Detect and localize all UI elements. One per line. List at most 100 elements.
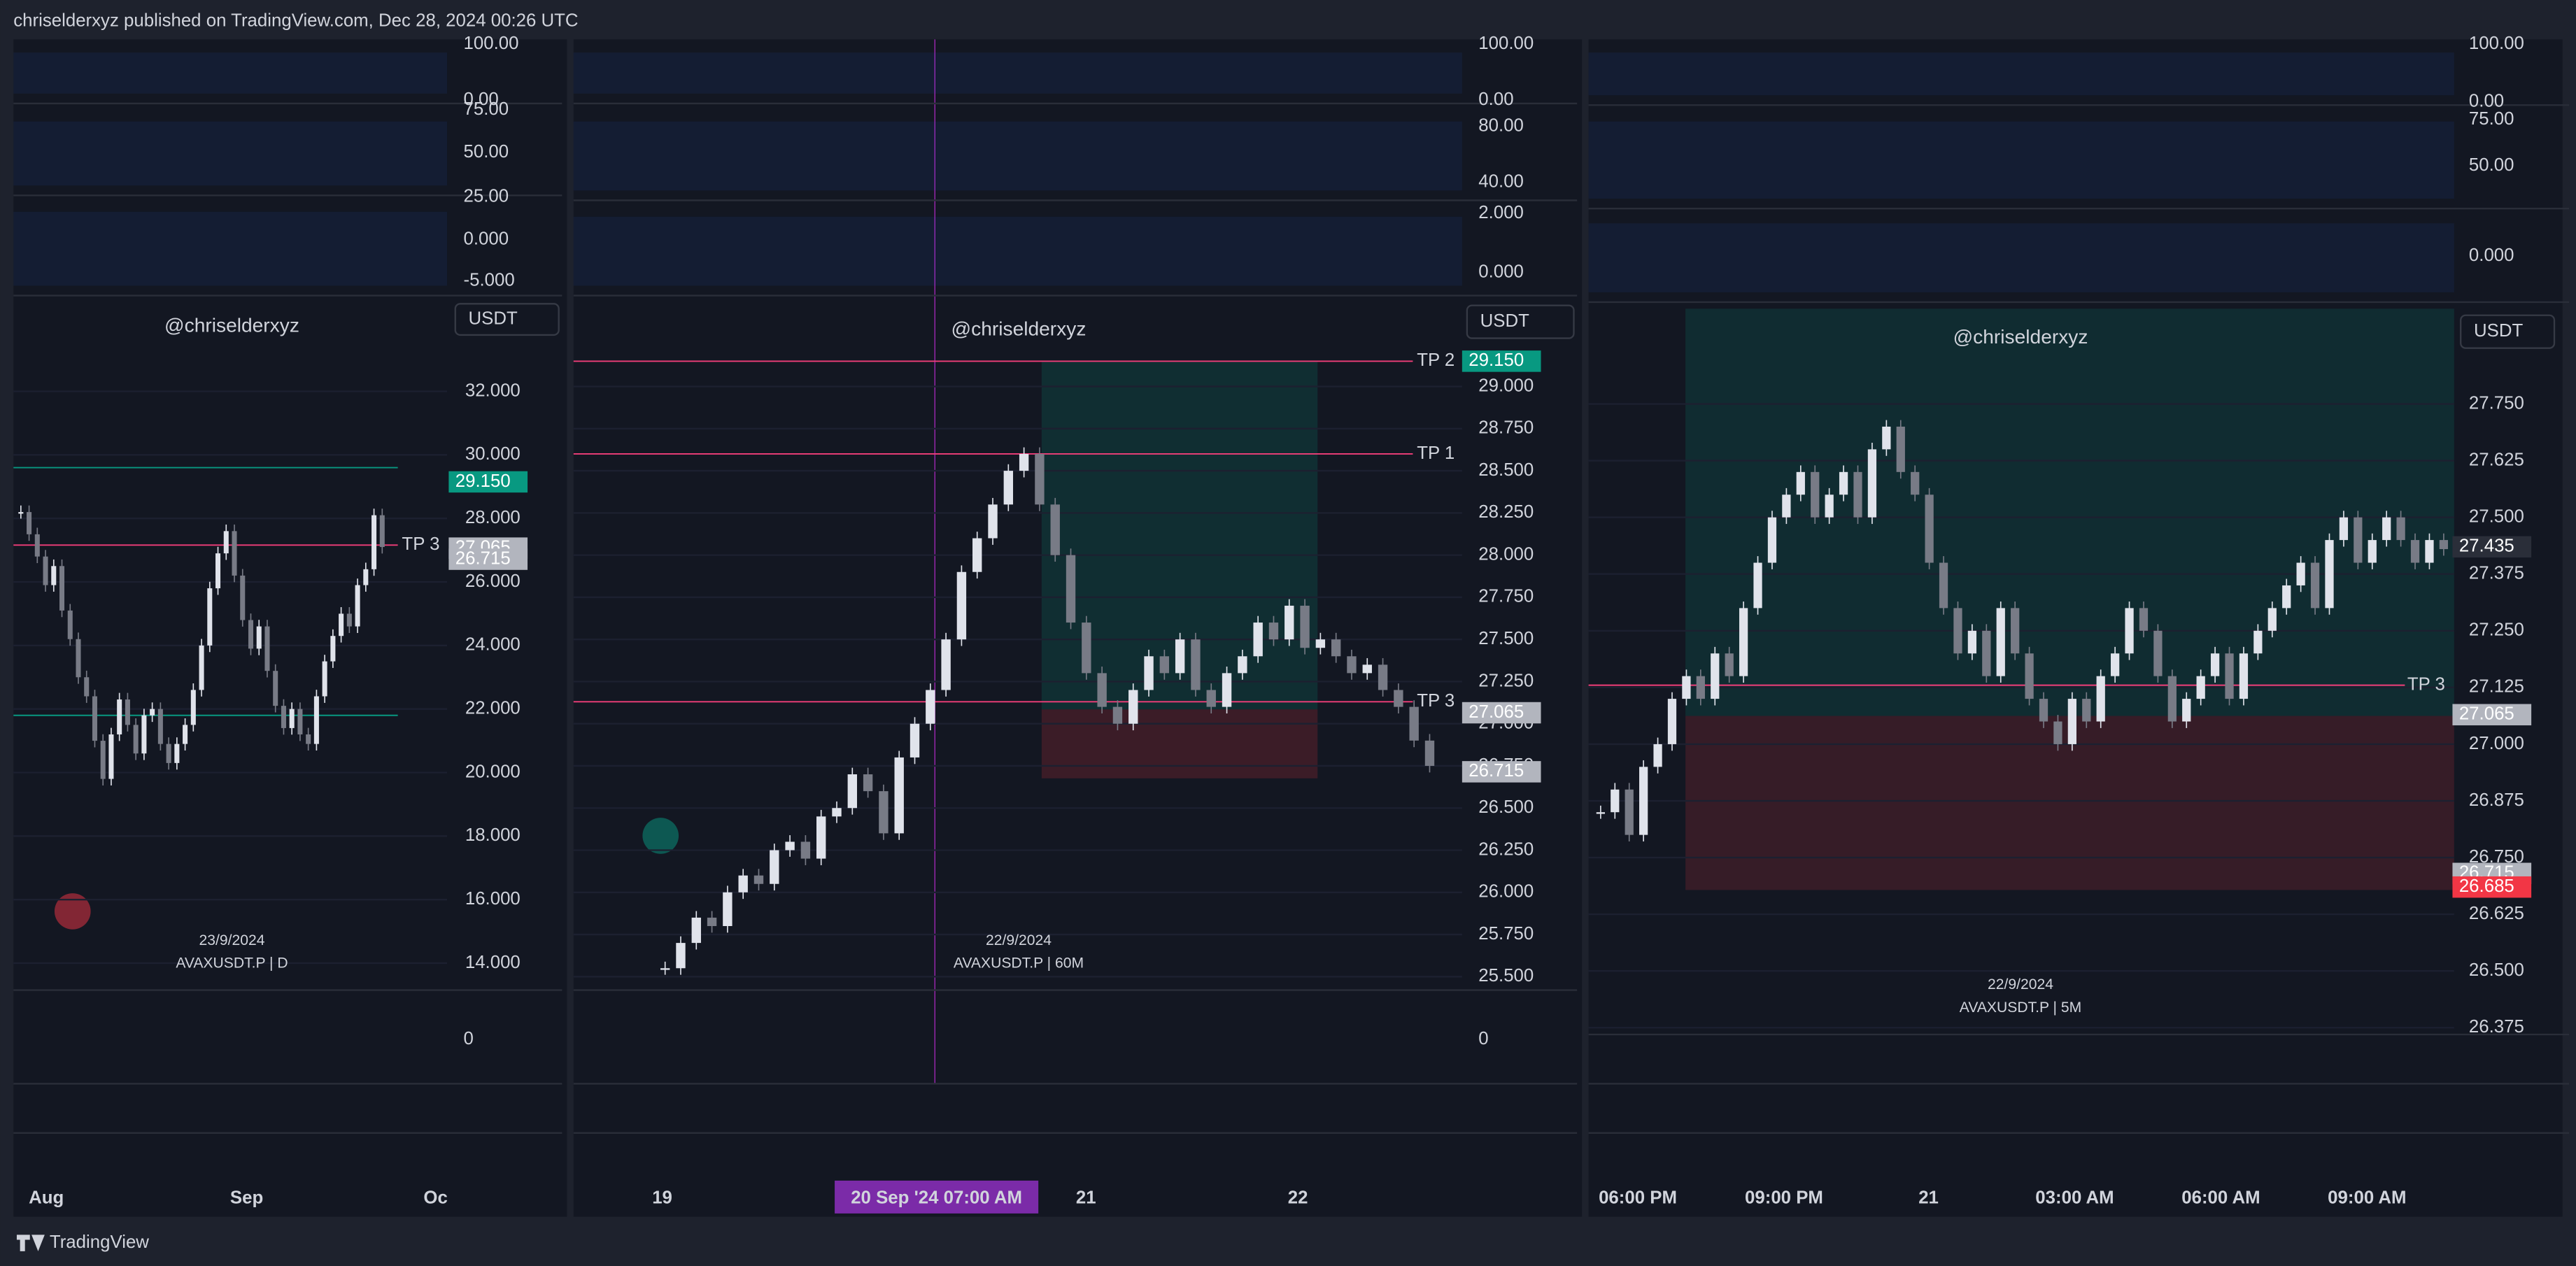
- crosshair-time-highlight: [835, 1180, 1039, 1214]
- candle: [2253, 630, 2263, 654]
- indicator-band: [13, 211, 448, 286]
- price-axis-label: 18.000: [465, 825, 521, 845]
- candle: [330, 636, 336, 662]
- bottom-axis-label: 0: [1478, 1029, 1488, 1048]
- candle: [1315, 639, 1326, 648]
- candle: [117, 699, 122, 735]
- chart-date: 23/9/2024: [199, 932, 265, 948]
- price-tag: [1462, 702, 1541, 724]
- indicator-axis-label: 75.00: [464, 99, 509, 119]
- candle: [1939, 562, 1948, 609]
- candle: [1796, 471, 1805, 495]
- price-axis-label: 28.500: [1478, 460, 1534, 480]
- time-axis-label: 09:00 AM: [2328, 1188, 2406, 1208]
- indicator-band: [13, 52, 448, 94]
- candle: [1882, 426, 1891, 450]
- candle: [1811, 471, 1820, 518]
- price-axis-label: 26.875: [2469, 790, 2524, 810]
- candle: [816, 816, 826, 859]
- candle: [1159, 656, 1170, 674]
- indicator-band: [573, 52, 1462, 94]
- panel-frame: [573, 39, 1583, 1217]
- price-axis-label: 28.000: [465, 508, 521, 527]
- footer-brand: TradingView: [50, 1232, 149, 1252]
- candle: [2025, 653, 2034, 699]
- candle: [1982, 630, 1991, 676]
- price-axis-label: 26.250: [1478, 839, 1534, 859]
- candle: [1596, 812, 1605, 814]
- candle: [1362, 664, 1372, 674]
- candle: [59, 566, 65, 611]
- candle: [1050, 504, 1060, 555]
- candle: [150, 709, 155, 716]
- candle: [215, 553, 221, 589]
- price-axis-label: 26.500: [2469, 960, 2524, 980]
- candle: [2382, 517, 2391, 541]
- time-axis-label: Sep: [230, 1188, 263, 1208]
- price-axis-label: 25.750: [1478, 924, 1534, 944]
- candle: [2011, 608, 2020, 654]
- indicator-band: [1588, 52, 2454, 96]
- price-tag: [448, 471, 528, 493]
- indicator-band: [573, 121, 1462, 191]
- price-axis-label: 27.750: [2469, 393, 2524, 413]
- candle: [207, 588, 213, 646]
- indicator-axis-label: 100.00: [1478, 34, 1534, 53]
- candle: [1682, 676, 1691, 699]
- indicator-band: [13, 121, 448, 186]
- candle: [256, 626, 262, 649]
- candle: [2267, 608, 2277, 631]
- time-axis-label: 21: [1076, 1188, 1096, 1208]
- candle: [800, 841, 811, 859]
- chart-symbol: AVAXUSDT.P | 5M: [1960, 1000, 2081, 1016]
- price-tag: [1462, 350, 1541, 372]
- candle: [1003, 471, 1014, 505]
- candle: [1711, 653, 1720, 699]
- time-axis-label: Oc: [423, 1188, 447, 1208]
- candle: [1753, 562, 1762, 609]
- candle: [166, 744, 171, 763]
- candle: [2439, 540, 2449, 550]
- price-tag-label: 27.065: [1469, 702, 1524, 722]
- price-axis-label: 27.000: [2469, 734, 2524, 753]
- chart-date: 22/9/2024: [986, 932, 1052, 948]
- candle: [2354, 517, 2363, 563]
- price-tag: [2452, 536, 2532, 558]
- indicator-axis-label: 0.00: [2469, 91, 2504, 111]
- candle: [313, 696, 319, 744]
- candle: [223, 531, 229, 554]
- price-axis-label: 26.625: [2469, 904, 2524, 923]
- candle: [1331, 639, 1341, 657]
- candle: [1394, 690, 1403, 707]
- candle: [371, 515, 377, 569]
- candle: [1996, 608, 2005, 676]
- candle: [926, 690, 935, 724]
- candle: [2182, 699, 2191, 722]
- time-axis-label: 03:00 AM: [2035, 1188, 2114, 1208]
- candle: [289, 709, 295, 728]
- candle: [1128, 690, 1138, 724]
- price-axis-label: 27.625: [2469, 450, 2524, 469]
- candle: [1953, 608, 1962, 654]
- candle: [1035, 453, 1045, 505]
- candle: [1639, 767, 1648, 835]
- indicator-axis-label: 50.00: [2469, 155, 2514, 175]
- candle: [2039, 699, 2048, 722]
- candle: [43, 556, 48, 585]
- price-tag-label: 27.065: [2459, 704, 2514, 724]
- candle: [2239, 653, 2249, 699]
- candle: [264, 626, 270, 671]
- indicator-axis-label: 0.000: [2469, 246, 2514, 265]
- candle: [281, 706, 286, 728]
- candle: [1911, 471, 1920, 495]
- price-axis-label: 26.375: [2469, 1017, 2524, 1037]
- currency-label: USDT: [2474, 321, 2523, 341]
- time-axis-label: 19: [652, 1188, 672, 1208]
- time-axis-label: 20 Sep '24 07:00 AM: [851, 1188, 1022, 1208]
- candle: [723, 892, 733, 926]
- candle: [1300, 605, 1310, 648]
- candle: [2339, 517, 2349, 541]
- candle: [2296, 562, 2305, 585]
- candle: [157, 709, 163, 744]
